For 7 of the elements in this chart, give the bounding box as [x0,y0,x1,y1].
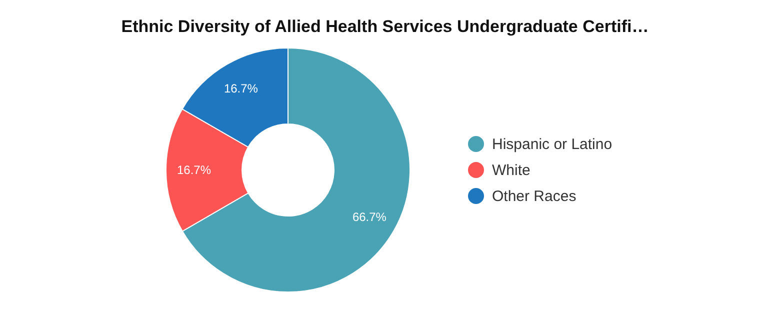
data-label: 16.7% [224,82,258,96]
data-label: 66.7% [352,210,387,224]
legend-label: White [492,162,530,179]
data-label: 16.7% [176,163,212,178]
legend-label: Hispanic or Latino [492,136,612,153]
chart-title: Ethnic Diversity of Allied Health Services Undergraduate Certifi… [121,17,649,36]
legend-label: Other Races [492,188,576,205]
